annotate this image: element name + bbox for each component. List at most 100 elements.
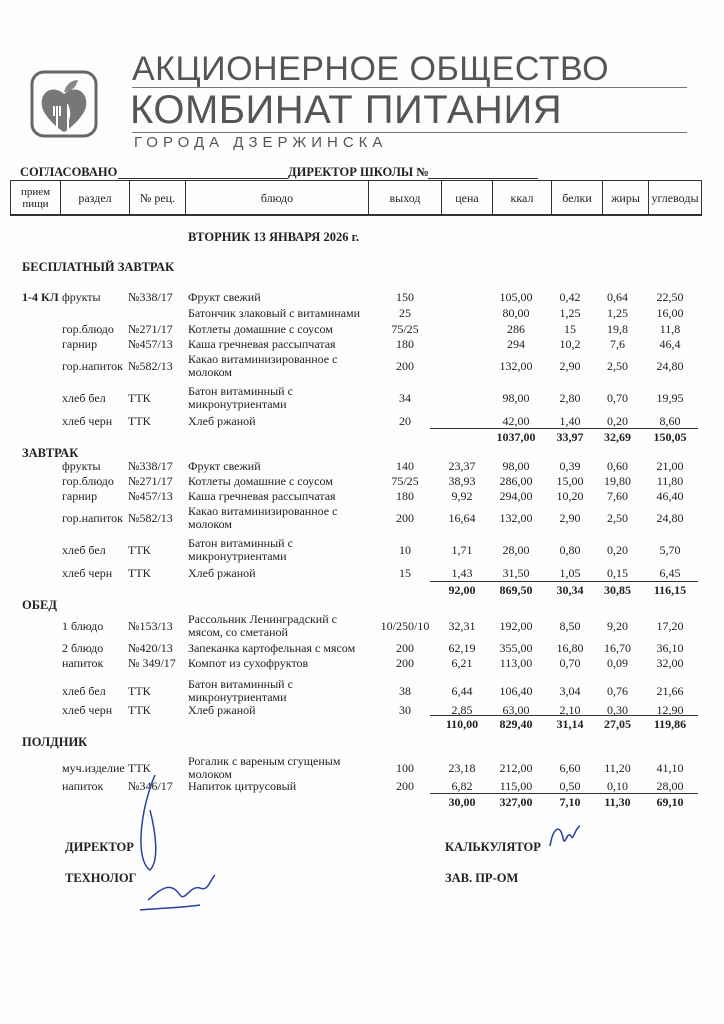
menu-dish: Каша гречневая рассыпчатая — [188, 488, 336, 503]
menu-price: 2,85 — [451, 702, 473, 717]
total-rule — [430, 715, 698, 716]
menu-section: гарнир — [62, 488, 98, 503]
menu-carbs: 21,00 — [656, 458, 684, 473]
menu-protein: 1,40 — [559, 413, 581, 428]
menu-price: 6,21 — [451, 655, 473, 670]
school-signature-line — [428, 178, 538, 179]
menu-dish: Батончик злаковый с витаминами — [188, 305, 361, 320]
table-header: прием пищи раздел № рец. блюдо выход цен… — [10, 180, 702, 216]
menu-yield: 20 — [399, 413, 411, 428]
menu-protein: 0,80 — [559, 542, 581, 557]
menu-recipe: №271/17 — [128, 473, 173, 488]
menu-recipe: №338/17 — [128, 289, 173, 304]
menu-section: гор.напиток — [62, 510, 123, 525]
menu-kcal: 132,00 — [499, 358, 533, 373]
menu-fat: 0,20 — [607, 413, 628, 428]
menu-price: 62,19 — [448, 640, 476, 655]
menu-section: 2 блюдо — [62, 640, 104, 655]
col-meal: прием пищи — [11, 181, 61, 214]
menu-protein: 6,60 — [559, 760, 581, 775]
total-carbs: 119,86 — [653, 716, 687, 731]
menu-protein: 0,50 — [559, 778, 581, 793]
menu-fat: 19,8 — [607, 321, 628, 336]
total-price: 92,00 — [448, 582, 476, 597]
menu-section: хлеб бел — [62, 390, 106, 405]
menu-carbs: 8,60 — [659, 413, 681, 428]
section-title: ЗАВТРАК — [22, 446, 79, 460]
company-logo-icon — [30, 70, 98, 138]
total-protein: 7,10 — [559, 794, 581, 809]
menu-protein: 10,20 — [556, 488, 584, 503]
col-carbs: углеводы — [651, 190, 699, 205]
menu-yield: 34 — [399, 390, 411, 405]
menu-dish: Рассольник Ленинградский с мясом, со сме… — [188, 612, 337, 639]
total-kcal: 1037,00 — [496, 429, 536, 444]
menu-section: гор.блюдо — [62, 321, 114, 336]
menu-kcal: 192,00 — [499, 618, 533, 633]
menu-carbs: 6,45 — [659, 565, 681, 580]
menu-protein: 0,39 — [559, 458, 581, 473]
menu-fat: 0,10 — [607, 778, 628, 793]
total-kcal: 327,00 — [499, 794, 533, 809]
menu-carbs: 41,10 — [656, 760, 684, 775]
total-carbs: 69,10 — [656, 794, 684, 809]
menu-protein: 2,90 — [559, 358, 581, 373]
menu-carbs: 12,90 — [656, 702, 684, 717]
menu-recipe: №153/13 — [128, 618, 173, 633]
menu-recipe: №457/13 — [128, 336, 173, 351]
menu-dish: Напиток цитрусовый — [188, 778, 297, 793]
total-carbs: 116,15 — [653, 582, 687, 597]
total-rule — [430, 793, 698, 794]
logo-divider — [132, 132, 687, 133]
menu-protein: 1,25 — [559, 305, 581, 320]
menu-recipe: №582/13 — [128, 510, 173, 525]
menu-recipe: ТТК — [128, 390, 151, 405]
menu-dish: Какао витаминизированное с молоком — [188, 352, 338, 379]
col-yield: выход — [369, 181, 442, 214]
menu-dish: Хлеб ржаной — [188, 413, 256, 428]
menu-recipe: №420/13 — [128, 640, 173, 655]
menu-price: 1,71 — [451, 542, 473, 557]
menu-price: 6,82 — [451, 778, 473, 793]
menu-fat: 0,15 — [607, 565, 628, 580]
company-name-line2: КОМБИНАТ ПИТАНИЯ — [130, 88, 563, 132]
menu-protein: 15,00 — [556, 473, 584, 488]
menu-protein: 15 — [564, 321, 576, 336]
menu-fat: 2,50 — [607, 358, 628, 373]
menu-section: 1 блюдо — [62, 618, 104, 633]
menu-carbs: 19,95 — [656, 390, 684, 405]
menu-kcal: 42,00 — [502, 413, 530, 428]
menu-section: гор.напиток — [62, 358, 123, 373]
total-fat: 30,85 — [604, 582, 631, 597]
menu-section: хлеб бел — [62, 542, 106, 557]
menu-fat: 7,6 — [610, 336, 625, 351]
total-protein: 33,97 — [556, 429, 584, 444]
menu-recipe: №457/13 — [128, 488, 173, 503]
menu-recipe: ТТК — [128, 760, 151, 775]
menu-fat: 0,30 — [607, 702, 628, 717]
menu-price: 1,43 — [451, 565, 473, 580]
menu-protein: 10,2 — [559, 336, 581, 351]
calculator-signature-icon — [549, 825, 581, 847]
menu-kcal: 31,50 — [502, 565, 530, 580]
menu-price: 23,37 — [448, 458, 476, 473]
menu-price: 16,64 — [448, 510, 476, 525]
menu-carbs: 17,20 — [656, 618, 684, 633]
total-kcal: 829,40 — [499, 716, 533, 731]
menu-kcal: 80,00 — [502, 305, 530, 320]
col-fat: жиры — [603, 181, 649, 214]
menu-recipe: №582/13 — [128, 358, 173, 373]
menu-carbs: 36,10 — [656, 640, 684, 655]
menu-carbs: 46,40 — [656, 488, 684, 503]
menu-protein: 3,04 — [559, 683, 581, 698]
menu-yield: 200 — [396, 510, 414, 525]
total-kcal: 869,50 — [499, 582, 533, 597]
section-title: ПОЛДНИК — [22, 735, 88, 749]
menu-carbs: 46,4 — [659, 336, 681, 351]
menu-dish: Какао витаминизированное с молоком — [188, 504, 338, 531]
menu-price: 38,93 — [448, 473, 476, 488]
menu-recipe: №338/17 — [128, 458, 173, 473]
menu-protein: 2,10 — [559, 702, 581, 717]
menu-fat: 11,20 — [604, 760, 631, 775]
